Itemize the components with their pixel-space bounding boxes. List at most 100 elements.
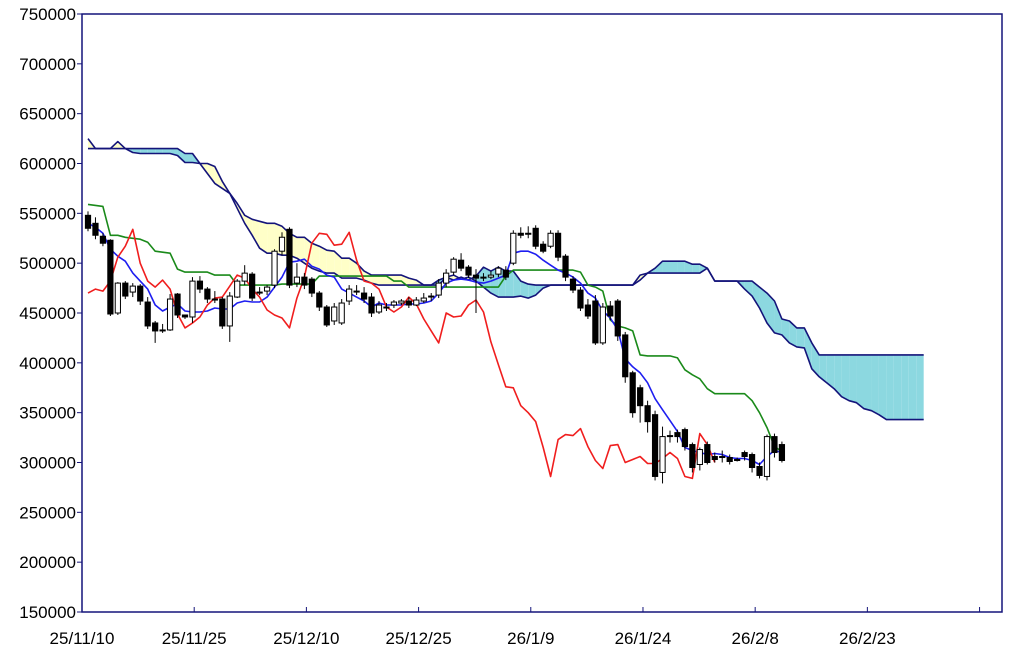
candle-body-down — [756, 465, 763, 476]
candle-body-up — [659, 436, 666, 473]
candle-body-down — [286, 228, 293, 286]
candle — [435, 279, 442, 299]
cloud-layer — [88, 138, 924, 420]
cloud-segment — [692, 264, 700, 274]
cloud-segment — [655, 261, 663, 274]
candle-body-down — [554, 232, 562, 258]
candle — [457, 253, 465, 272]
candle — [166, 294, 174, 331]
candle-body-up — [278, 236, 286, 252]
candle-body-up — [166, 298, 174, 331]
cloud-segment — [177, 148, 185, 163]
x-tick-label: 25/11/10 — [50, 629, 115, 648]
candle — [525, 226, 532, 239]
candle-body-down — [562, 255, 569, 278]
cloud-segment — [752, 281, 760, 309]
cloud-segment — [334, 251, 342, 279]
candle-body-down — [368, 296, 375, 314]
candle-body-down — [540, 243, 547, 252]
cloud-segment — [513, 271, 521, 298]
cloud-segment — [886, 354, 894, 420]
y-tick-label: 200000 — [19, 553, 76, 572]
candle — [756, 462, 763, 479]
cloud-segment — [393, 275, 402, 286]
candle-body-up — [331, 306, 338, 322]
cloud-segment — [834, 354, 842, 397]
candle — [741, 450, 748, 461]
candle-body-up — [375, 304, 383, 313]
candle — [443, 269, 450, 288]
candle-body-up — [510, 232, 517, 264]
candle-body-down — [681, 429, 689, 448]
candle — [144, 297, 151, 329]
cloud-segment — [863, 354, 872, 411]
candle — [383, 303, 390, 312]
candle — [174, 293, 181, 318]
candle — [204, 287, 211, 304]
candles-layer — [84, 211, 786, 484]
x-axis: 25/11/10 25/11/25 25/12/10 25/12/25 26/1/9 26… — [50, 607, 981, 648]
candle — [532, 225, 539, 250]
y-tick-label: 450000 — [19, 304, 76, 323]
candle-body-up — [256, 291, 263, 294]
candle — [129, 283, 136, 298]
cloud-segment — [916, 354, 924, 420]
x-tick-label: 25/12/25 — [385, 629, 451, 648]
cloud-segment — [669, 261, 678, 274]
x-tick-label: 26/2/8 — [732, 629, 779, 648]
candle — [278, 232, 286, 256]
candle-body-up — [413, 299, 420, 306]
cloud-segment — [528, 284, 536, 299]
cloud-segment — [766, 293, 775, 333]
candle — [659, 426, 666, 484]
candle — [338, 299, 345, 325]
candle — [577, 287, 584, 312]
candle-body-down — [592, 300, 599, 344]
candle-body-up — [293, 276, 301, 284]
cloud-segment — [252, 219, 260, 249]
cloud-segment — [162, 148, 171, 154]
candle-body-down — [577, 289, 584, 309]
candle-body-down — [219, 298, 226, 327]
candle — [666, 430, 674, 443]
cloud-segment — [259, 221, 268, 254]
candle — [293, 263, 301, 288]
candle — [480, 273, 487, 282]
candle — [286, 227, 293, 289]
x-tick-label: 26/1/9 — [507, 629, 554, 648]
candle — [390, 300, 398, 309]
candle-body-up — [450, 258, 457, 273]
candle-body-down — [159, 329, 166, 332]
cloud-segment — [244, 215, 253, 236]
cloud-segment — [520, 281, 529, 299]
candle-body-down — [92, 222, 99, 236]
candle-body-down — [144, 301, 151, 327]
y-tick-label: 300000 — [19, 454, 76, 473]
candle-body-down — [726, 457, 733, 463]
candle-body-down — [704, 444, 711, 463]
candle-body-up — [734, 459, 741, 462]
candle-body-down — [711, 456, 718, 461]
candle — [607, 301, 614, 320]
candle — [263, 285, 271, 296]
candle-body-down — [405, 300, 412, 306]
candle — [316, 291, 323, 312]
candle-body-down — [607, 305, 614, 317]
candle — [465, 265, 472, 279]
cloud-segment — [349, 258, 357, 279]
candle — [599, 303, 606, 345]
candle-body-down — [99, 235, 107, 244]
candle — [323, 305, 330, 327]
candle — [495, 266, 502, 278]
candle-body-up — [390, 301, 398, 306]
candle — [510, 230, 517, 266]
candle-body-down — [689, 444, 696, 468]
candle-body-down — [569, 278, 577, 291]
candle-body-down — [353, 290, 360, 293]
candle — [428, 293, 435, 302]
y-tick-label: 400000 — [19, 354, 76, 373]
candle-body-up — [114, 282, 121, 314]
cloud-segment — [908, 354, 917, 420]
cloud-segment — [826, 354, 835, 389]
x-tick-label: 25/12/10 — [273, 629, 339, 648]
